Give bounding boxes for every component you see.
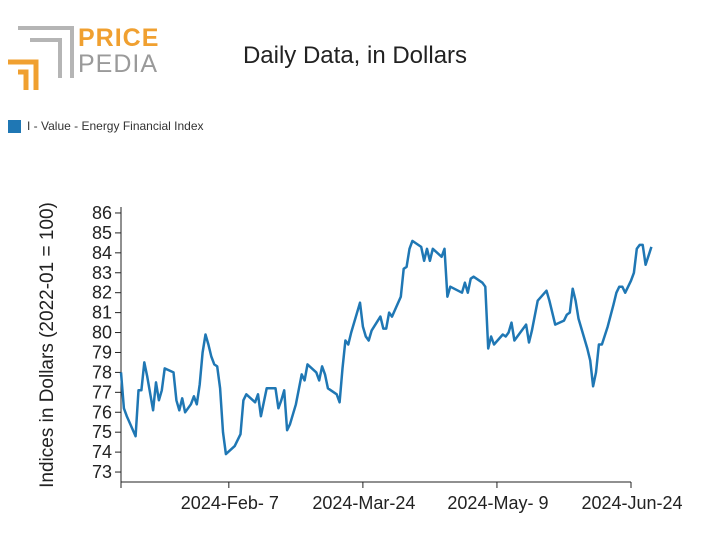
y-tick-label: 85 bbox=[92, 223, 112, 243]
y-tick-label: 82 bbox=[92, 283, 112, 303]
x-axis: 2024-Feb- 7 2024-Mar-24 2024-May- 9 2024-Ju… bbox=[120, 481, 683, 513]
legend-swatch bbox=[8, 119, 21, 133]
y-tick-label: 77 bbox=[92, 382, 112, 402]
logo-word-pedia: PEDIA bbox=[78, 50, 159, 78]
y-tick-label: 79 bbox=[92, 342, 112, 362]
y-tick-label: 83 bbox=[92, 263, 112, 283]
series-layer bbox=[119, 239, 653, 456]
legend[interactable]: I - Value - Energy Financial Index bbox=[8, 119, 204, 133]
y-tick-label: 76 bbox=[92, 402, 112, 422]
y-tick-label: 78 bbox=[92, 362, 112, 382]
y-tick-label: 84 bbox=[92, 243, 112, 263]
y-tick-label: 86 bbox=[92, 203, 112, 223]
y-axis-label: Indices in Dollars (2022-01 = 100) bbox=[37, 202, 58, 488]
logo-word-price: PRICE bbox=[78, 24, 160, 52]
x-tick-label: 2024-Mar-24 bbox=[312, 493, 415, 513]
y-tick-label: 75 bbox=[92, 422, 112, 442]
y-tick-label: 74 bbox=[92, 442, 112, 462]
y-tick-label: 81 bbox=[92, 303, 112, 323]
x-tick-label: 2024-May- 9 bbox=[447, 493, 548, 513]
logo-mark-icon bbox=[8, 26, 74, 90]
pricepedia-logo: PRICE PEDIA bbox=[6, 22, 166, 92]
y-tick-label: 80 bbox=[92, 323, 112, 343]
y-tick-label: 73 bbox=[92, 462, 112, 482]
series-line-0[interactable] bbox=[119, 239, 653, 456]
legend-label: I - Value - Energy Financial Index bbox=[27, 119, 204, 133]
chart-title: Daily Data, in Dollars bbox=[242, 42, 468, 69]
x-tick-label: 2024-Feb- 7 bbox=[181, 493, 279, 513]
x-tick-label: 2024-Jun-24 bbox=[581, 493, 682, 513]
